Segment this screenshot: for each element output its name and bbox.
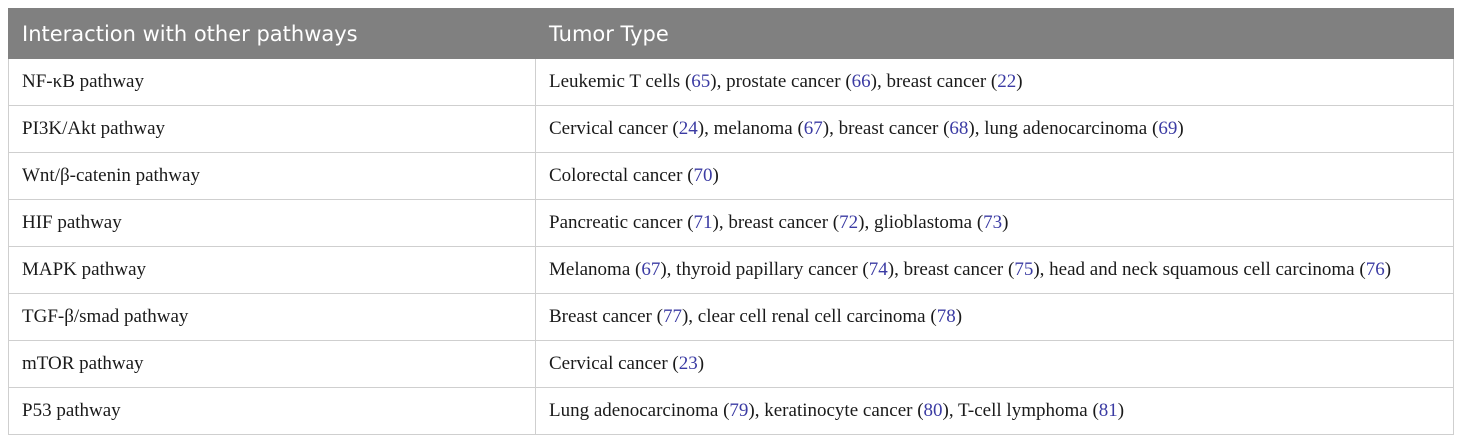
reference-link[interactable]: 75 [1014,259,1034,280]
tumor-type-cell: Pancreatic cancer (71), breast cancer (7… [535,199,1454,247]
tumor-name: breast cancer [728,212,829,233]
reference-link[interactable]: 71 [693,212,713,233]
reference-link[interactable]: 73 [983,212,1003,233]
reference-link[interactable]: 76 [1365,259,1385,280]
tumor-type-cell: Cervical cancer (23) [535,340,1454,388]
pathway-cell: Wnt/β-catenin pathway [8,152,536,200]
header-tumor-type: Tumor Type [535,8,1454,59]
reference-link[interactable]: 23 [678,353,698,374]
tumor-name: Pancreatic cancer [549,212,683,233]
reference-link[interactable]: 68 [949,118,969,139]
table-row: HIF pathway Pancreatic cancer (71), breas… [8,199,1454,247]
pathway-cell: mTOR pathway [8,340,536,388]
reference-link[interactable]: 77 [662,306,682,327]
tumor-name: prostate cancer [726,71,841,92]
tumor-name: T-cell lymphoma [958,400,1088,421]
table-row: TGF-β/smad pathway Breast cancer (77), cl… [8,293,1454,341]
reference-link[interactable]: 65 [691,71,711,92]
pathway-cell: NF-κB pathway [8,58,536,106]
tumor-name: breast cancer [838,118,939,139]
reference-link[interactable]: 22 [997,71,1017,92]
tumor-name: lung adenocarcinoma [984,118,1148,139]
reference-link[interactable]: 67 [803,118,823,139]
reference-link[interactable]: 24 [678,118,698,139]
tumor-name: head and neck squamous cell carcinoma [1049,259,1355,280]
header-pathway: Interaction with other pathways [8,8,536,59]
reference-link[interactable]: 78 [936,306,956,327]
reference-link[interactable]: 69 [1158,118,1178,139]
tumor-name: Leukemic T cells [549,71,681,92]
reference-link[interactable]: 81 [1098,400,1118,421]
table-row: P53 pathway Lung adenocarcinoma (79), ker… [8,387,1454,435]
table-row: PI3K/Akt pathway Cervical cancer (24), me… [8,105,1454,153]
reference-link[interactable]: 67 [641,259,661,280]
pathway-tumor-table: Interaction with other pathways Tumor Ty… [8,8,1454,435]
tumor-name: keratinocyte cancer [764,400,913,421]
reference-link[interactable]: 74 [868,259,888,280]
pathway-cell: MAPK pathway [8,246,536,294]
tumor-type-cell: Melanoma (67), thyroid papillary cancer … [535,246,1454,294]
table-row: Wnt/β-catenin pathway Colorectal cancer (… [8,152,1454,200]
reference-link[interactable]: 66 [851,71,871,92]
tumor-name: Melanoma [549,259,631,280]
table-body: NF-κB pathway Leukemic T cells (65), pros… [8,58,1454,435]
pathway-cell: HIF pathway [8,199,536,247]
tumor-type-cell: Lung adenocarcinoma (79), keratinocyte c… [535,387,1454,435]
tumor-name: Colorectal cancer [549,165,683,186]
pathway-cell: PI3K/Akt pathway [8,105,536,153]
table-row: MAPK pathway Melanoma (67), thyroid papil… [8,246,1454,294]
tumor-name: clear cell renal cell carcinoma [697,306,926,327]
pathway-cell: P53 pathway [8,387,536,435]
pathway-cell: TGF-β/smad pathway [8,293,536,341]
table-row: NF-κB pathway Leukemic T cells (65), pros… [8,58,1454,106]
header-row: Interaction with other pathways Tumor Ty… [8,8,1454,59]
tumor-name: breast cancer [886,71,987,92]
reference-link[interactable]: 70 [693,165,713,186]
tumor-name: Lung adenocarcinoma [549,400,719,421]
reference-link[interactable]: 80 [923,400,943,421]
tumor-name: Cervical cancer [549,353,668,374]
tumor-name: breast cancer [903,259,1004,280]
tumor-name: glioblastoma [873,212,973,233]
tumor-type-cell: Colorectal cancer (70) [535,152,1454,200]
tumor-type-cell: Cervical cancer (24), melanoma (67), bre… [535,105,1454,153]
tumor-name: Cervical cancer [549,118,668,139]
table-row: mTOR pathway Cervical cancer (23) [8,340,1454,388]
tumor-name: melanoma [713,118,793,139]
tumor-type-cell: Leukemic T cells (65), prostate cancer (… [535,58,1454,106]
tumor-name: thyroid papillary cancer [676,259,858,280]
tumor-type-cell: Breast cancer (77), clear cell renal cel… [535,293,1454,341]
tumor-name: Breast cancer [549,306,652,327]
reference-link[interactable]: 72 [839,212,859,233]
reference-link[interactable]: 79 [729,400,749,421]
